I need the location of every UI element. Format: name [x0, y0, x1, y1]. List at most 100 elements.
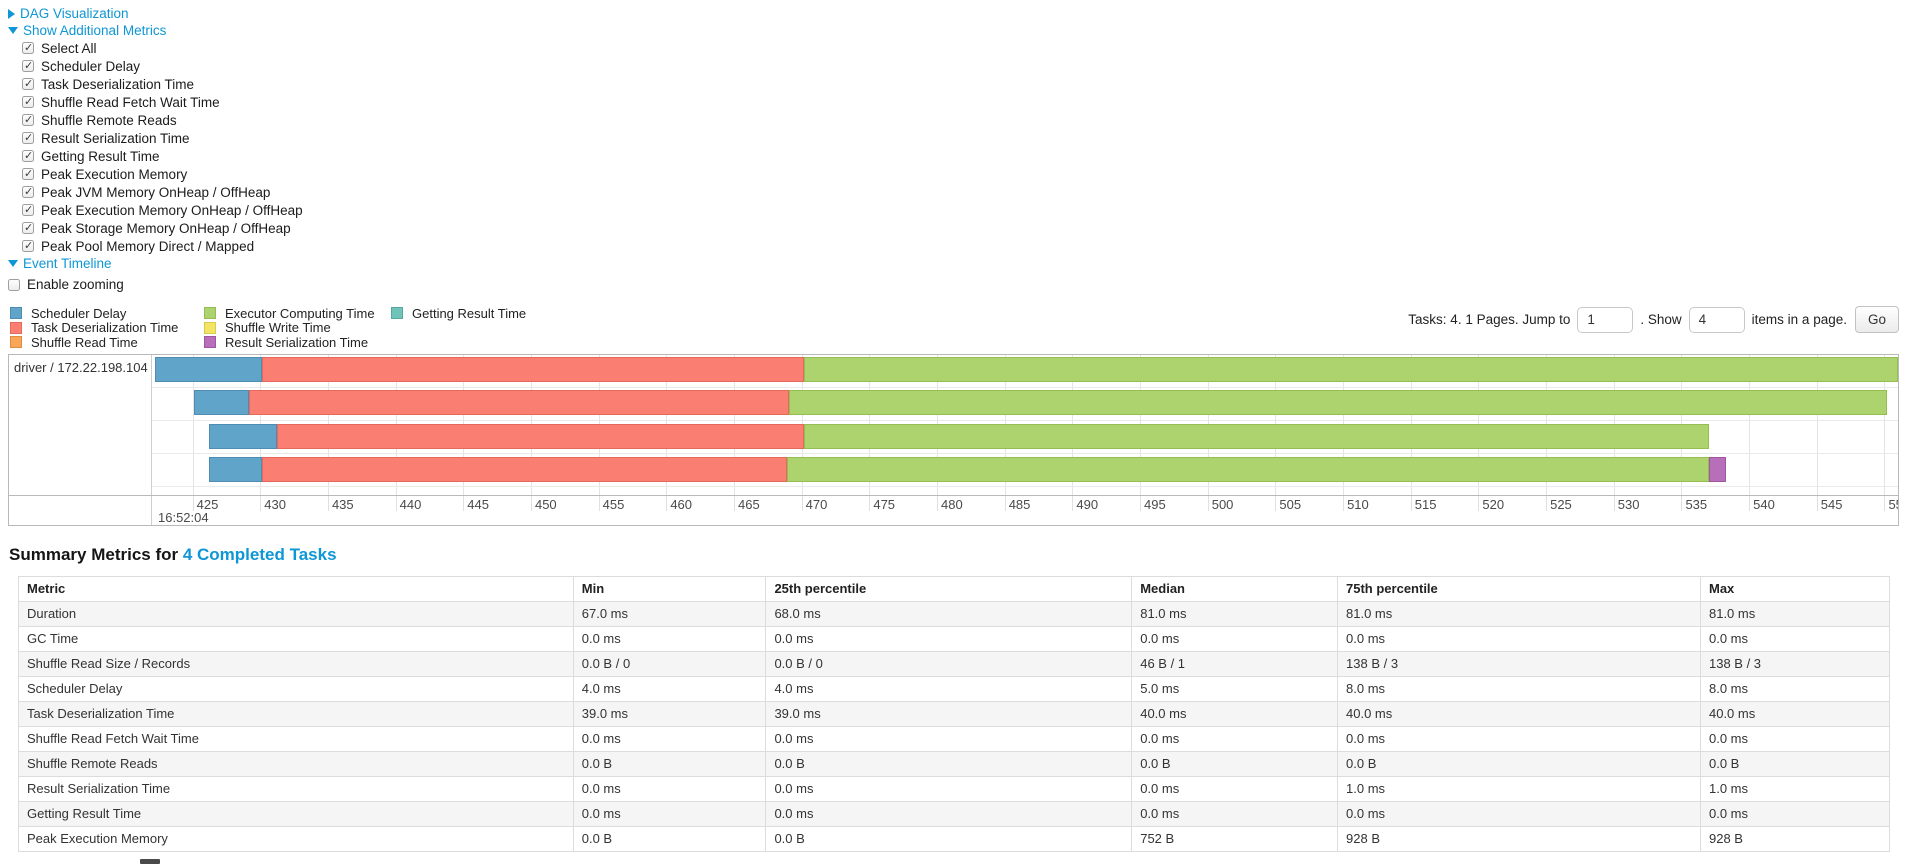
metric-value-cell: 752 B [1131, 825, 1339, 852]
checkbox-icon[interactable] [22, 149, 34, 162]
timeline-group-column: driver / 172.22.198.104 [9, 354, 152, 525]
axis-tick-label: 445 [467, 496, 489, 512]
metric-value-cell: 0.0 ms [765, 725, 1133, 752]
result-serialization-bar-segment[interactable] [1708, 456, 1727, 482]
task-deserialization-bar-segment[interactable] [261, 356, 805, 382]
dag-visualization-label[interactable]: DAG Visualization [20, 6, 129, 21]
timeline-gridline [1816, 354, 1818, 496]
metric-value-cell: 46 B / 1 [1131, 650, 1339, 677]
table-row: Shuffle Read Fetch Wait Time 0.0 ms 0.0 ms… [18, 725, 1891, 752]
metric-checkbox-row[interactable]: Peak Storage Memory OnHeap / OffHeap [22, 219, 1899, 237]
task-deserialization-bar-segment[interactable] [261, 456, 787, 482]
scheduler-delay-bar-segment[interactable] [154, 356, 262, 382]
additional-metrics-toggle[interactable]: Show Additional Metrics [8, 22, 166, 39]
go-button[interactable]: Go [1854, 306, 1899, 333]
metric-checkbox-row[interactable]: Scheduler Delay [22, 57, 1899, 75]
metric-name-cell: Peak Execution Memory [18, 825, 574, 852]
event-timeline-toggle[interactable]: Event Timeline [8, 255, 112, 272]
event-timeline-label[interactable]: Event Timeline [23, 256, 112, 271]
checkbox-icon[interactable] [22, 131, 34, 144]
checkbox-icon[interactable] [22, 203, 34, 216]
axis-tick [1004, 495, 1006, 511]
checkbox-label: Peak JVM Memory OnHeap / OffHeap [41, 184, 271, 200]
scheduler-delay-bar-segment[interactable] [208, 456, 262, 482]
metric-checkbox-row[interactable]: Peak Pool Memory Direct / Mapped [22, 237, 1899, 255]
legend-label: Shuffle Write Time [225, 320, 331, 336]
scheduler-delay-bar-segment[interactable] [193, 390, 250, 416]
axis-tick-label: 520 [1482, 496, 1505, 512]
axis-tick-label: 530 [1617, 496, 1640, 512]
metric-value-cell: 0.0 ms [1131, 725, 1339, 752]
metric-checkbox-row[interactable]: Peak Execution Memory [22, 165, 1899, 183]
metric-value-cell: 81.0 ms [1131, 600, 1339, 627]
checkbox-icon[interactable] [22, 239, 34, 252]
axis-tick-label: 485 [1008, 496, 1031, 512]
task-deserialization-bar-segment[interactable] [276, 423, 805, 449]
axis-tick-label: 430 [264, 496, 286, 512]
legend-swatch-icon [204, 336, 216, 349]
executor-computing-bar-segment[interactable] [804, 423, 1709, 449]
legend-swatch-icon [10, 321, 22, 334]
metric-value-cell: 0.0 ms [765, 775, 1133, 802]
task-deserialization-bar-segment[interactable] [249, 390, 790, 416]
clipped-content-fragment [140, 858, 160, 864]
metric-checkbox-row[interactable]: Result Serialization Time [22, 129, 1899, 147]
legend-label: Scheduler Delay [31, 305, 127, 321]
enable-zooming-row[interactable]: Enable zooming [8, 276, 1899, 293]
checkbox-icon[interactable] [22, 59, 34, 72]
task-pagination: Tasks: 4. 1 Pages. Jump to . Show items … [1408, 306, 1899, 333]
items-per-page-input[interactable] [1688, 306, 1745, 333]
completed-tasks-link[interactable]: 4 Completed Tasks [182, 544, 337, 564]
table-column-header: Median [1131, 575, 1339, 602]
metric-checkbox-row[interactable]: Peak JVM Memory OnHeap / OffHeap [22, 183, 1899, 201]
axis-tick-label: 455 [602, 496, 625, 512]
axis-tick [598, 495, 600, 511]
checkbox-label: Result Serialization Time [41, 130, 190, 146]
executor-computing-bar-segment[interactable] [786, 456, 1709, 482]
axis-tick [1816, 495, 1818, 511]
metric-value-cell: 0.0 ms [1131, 775, 1339, 802]
checkbox-label: Getting Result Time [41, 148, 160, 164]
checkbox-icon[interactable] [22, 113, 34, 126]
checkbox-icon[interactable] [22, 221, 34, 234]
metric-checkbox-row[interactable]: Peak Execution Memory OnHeap / OffHeap [22, 201, 1899, 219]
metric-value-cell: 40.0 ms [1337, 700, 1701, 727]
legend-item: Result Serialization Time [204, 335, 391, 350]
metric-checkbox-row[interactable]: Select All [22, 39, 1899, 57]
checkbox-icon[interactable] [22, 185, 34, 198]
metric-value-cell: 0.0 B / 0 [572, 650, 767, 677]
axis-tick-label: 550 [1888, 496, 1898, 512]
timeline-legend: Scheduler Delay Task Deserialization Time… [8, 306, 526, 350]
checkbox-icon[interactable] [22, 77, 34, 90]
jump-to-page-input[interactable] [1577, 306, 1634, 333]
metric-value-cell: 0.0 ms [1131, 800, 1339, 827]
metric-value-cell: 8.0 ms [1699, 675, 1891, 702]
axis-tick-label: 440 [399, 496, 422, 512]
checkbox-icon[interactable] [22, 95, 34, 108]
metric-value-cell: 0.0 ms [1699, 725, 1891, 752]
metric-value-cell: 0.0 B / 0 [765, 650, 1133, 677]
axis-tick-label: 505 [1279, 496, 1302, 512]
metric-checkbox-row[interactable]: Getting Result Time [22, 147, 1899, 165]
axis-tick [666, 495, 668, 511]
dag-visualization-toggle[interactable]: DAG Visualization [8, 5, 129, 22]
executor-computing-bar-segment[interactable] [789, 390, 1888, 416]
table-row: Result Serialization Time 0.0 ms 0.0 ms 0.0… [18, 775, 1891, 802]
timeline-lane-separator [152, 420, 1898, 422]
axis-tick-label: 500 [1211, 496, 1234, 512]
scheduler-delay-bar-segment[interactable] [208, 423, 277, 449]
metric-checkbox-row[interactable]: Shuffle Read Fetch Wait Time [22, 93, 1899, 111]
metric-value-cell: 0.0 ms [1699, 800, 1891, 827]
metric-checkbox-row[interactable]: Shuffle Remote Reads [22, 111, 1899, 129]
legend-item: Executor Computing Time [204, 306, 391, 321]
checkbox-icon[interactable] [22, 41, 34, 54]
axis-tick-label: 535 [1685, 496, 1708, 512]
legend-pagination-band: Scheduler Delay Task Deserialization Time… [8, 306, 1899, 350]
axis-tick [1207, 495, 1209, 511]
metric-checkbox-row[interactable]: Task Deserialization Time [22, 75, 1899, 93]
axis-tick [327, 495, 329, 511]
executor-computing-bar-segment[interactable] [804, 356, 1898, 382]
checkbox-icon[interactable] [22, 167, 34, 180]
checkbox-icon[interactable] [8, 278, 20, 291]
additional-metrics-label[interactable]: Show Additional Metrics [23, 23, 167, 38]
